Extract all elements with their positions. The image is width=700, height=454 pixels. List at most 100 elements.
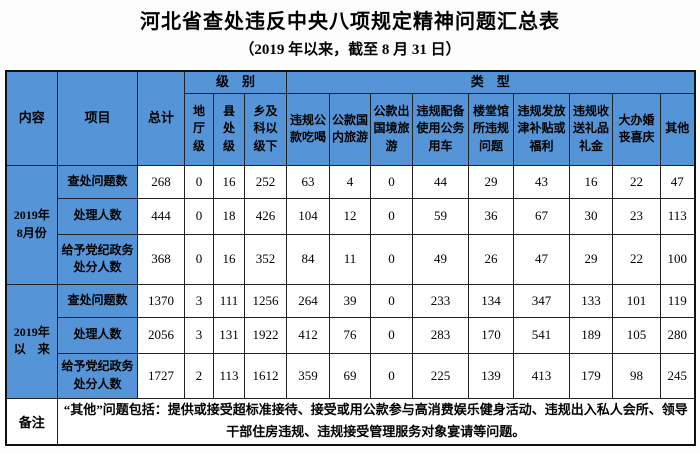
table-cell: 67	[513, 197, 570, 235]
header-level-col: 地 厅 级	[184, 92, 214, 166]
table-cell: 111	[213, 283, 245, 318]
header-type-col: 楼堂馆 所违规 问题	[468, 92, 514, 166]
table-cell: 113	[660, 197, 695, 235]
table-cell: 412	[286, 316, 330, 354]
header-type-col: 违规发放 津补贴或 福利	[513, 92, 570, 166]
table-cell: 139	[468, 352, 514, 399]
table-cell: 26	[468, 233, 514, 285]
table-cell: 131	[213, 316, 245, 354]
table-cell: 18	[213, 197, 245, 235]
row-label: 查处问题数	[57, 164, 138, 199]
table-cell: 101	[612, 283, 661, 318]
table-cell: 2056	[137, 316, 185, 354]
table-cell: 0	[184, 164, 214, 199]
header-project: 项目	[57, 70, 138, 166]
table-cell: 225	[412, 352, 469, 399]
table-cell: 16	[569, 164, 613, 199]
row-label: 给予党纪政务 处分人数	[57, 352, 138, 399]
table-cell: 100	[660, 233, 695, 285]
row-label: 给予党纪政务 处分人数	[57, 233, 138, 285]
table-cell: 0	[184, 197, 214, 235]
table-cell: 49	[412, 233, 469, 285]
table-cell: 245	[660, 352, 695, 399]
table-cell: 12	[329, 197, 371, 235]
table-cell: 98	[612, 352, 661, 399]
remark-text: “其他”问题包括：提供或接受超标准接待、接受或用公款参与高消费娱乐健身活动、违规…	[57, 397, 695, 446]
table-cell: 39	[329, 283, 371, 318]
table-cell: 84	[286, 233, 330, 285]
table-cell: 1727	[137, 352, 185, 399]
table-cell: 352	[244, 233, 287, 285]
page-subtitle: （2019 年以来，截至 8 月 31 日）	[239, 42, 461, 58]
table-cell: 1370	[137, 283, 185, 318]
table-cell: 44	[412, 164, 469, 199]
table-cell: 0	[370, 283, 413, 318]
table-row: 处理人数 444 0 18 426 104 12 0 59 36 67 30 23 113	[6, 197, 695, 235]
table-cell: 119	[660, 283, 695, 318]
table-row: 2019年 8月份 查处问题数 268 0 16 252 63 4 0 44 29 43 16 22 4…	[5, 164, 695, 285]
table-cell: 1922	[244, 316, 287, 354]
table-cell: 59	[412, 197, 469, 235]
table-cell: 63	[286, 164, 330, 199]
table-cell: 47	[513, 233, 570, 285]
table-cell: 0	[184, 233, 214, 285]
page-title: 河北省查处违反中央八项规定精神问题汇总表	[140, 11, 560, 33]
table-cell: 0	[370, 197, 413, 235]
header-type-col: 其他	[660, 92, 695, 166]
table-cell: 22	[612, 164, 661, 199]
table-cell: 11	[329, 233, 371, 285]
table-cell: 29	[569, 233, 613, 285]
header-type-col: 公款国 内旅游	[329, 92, 371, 166]
table-cell: 16	[213, 233, 245, 285]
period-label: 2019年 以 来	[5, 283, 58, 399]
remark-row: 备注 “其他”问题包括：提供或接受超标准接待、接受或用公款参与高消费娱乐健身活动…	[5, 397, 695, 446]
table-cell: 0	[370, 164, 413, 199]
table-cell: 413	[513, 352, 570, 399]
table-row: 给予党纪政务 处分人数 1727 2 113 1612 359 69 0 225 139 413 1…	[6, 352, 695, 399]
summary-table: 内容 项目 总计 级 别 类 型 地 厅 级 县 处 级 乡及 科以 级下 违规…	[4, 70, 696, 446]
table-row: 给予党纪政务 处分人数 368 0 16 352 84 11 0 49 26 47 29 22 100	[6, 233, 695, 285]
table-cell: 4	[329, 164, 371, 199]
header-level-group: 级 别	[184, 70, 287, 94]
table-cell: 0	[370, 352, 413, 399]
table-row: 2019年 以 来 查处问题数 1370 3 111 1256 264 39 0 233 134…	[5, 283, 695, 399]
table-cell: 104	[286, 197, 330, 235]
table-cell: 426	[244, 197, 287, 235]
row-label: 处理人数	[57, 316, 138, 354]
header-row-columns: 地 厅 级 县 处 级 乡及 科以 级下 违规公 款吃喝 公款国 内旅游 公款出…	[6, 92, 695, 166]
table-cell: 69	[329, 352, 371, 399]
header-total: 总计	[137, 70, 185, 166]
row-label: 查处问题数	[57, 283, 138, 318]
header-row-groups: 内容 项目 总计 级 别 类 型	[5, 70, 695, 166]
table-cell: 133	[569, 283, 613, 318]
header-type-col: 违规配备 使用公务 用车	[412, 92, 469, 166]
table-cell: 280	[660, 316, 695, 354]
table-cell: 268	[137, 164, 185, 199]
header-type-col: 违规收 送礼品 礼金	[569, 92, 613, 166]
row-label: 处理人数	[57, 197, 138, 235]
table-cell: 16	[213, 164, 245, 199]
table-cell: 2	[184, 352, 214, 399]
table-cell: 541	[513, 316, 570, 354]
table-cell: 1256	[244, 283, 287, 318]
remark-label: 备注	[5, 397, 58, 446]
table-cell: 0	[370, 316, 413, 354]
table-cell: 347	[513, 283, 570, 318]
table-cell: 189	[569, 316, 613, 354]
table-cell: 0	[370, 233, 413, 285]
table-cell: 76	[329, 316, 371, 354]
header-content: 内容	[5, 70, 58, 166]
table-cell: 134	[468, 283, 514, 318]
table-cell: 105	[612, 316, 661, 354]
table-cell: 252	[244, 164, 287, 199]
header-level-col: 县 处 级	[213, 92, 245, 166]
header-type-group: 类 型	[286, 70, 695, 94]
table-cell: 113	[213, 352, 245, 399]
table-cell: 283	[412, 316, 469, 354]
header-type-col: 大办婚 丧喜庆	[612, 92, 661, 166]
table-cell: 368	[137, 233, 185, 285]
table-cell: 170	[468, 316, 514, 354]
table-row: 处理人数 2056 3 131 1922 412 76 0 283 170 541 189 105 28…	[6, 316, 695, 354]
header-type-col: 公款出 国境旅 游	[370, 92, 413, 166]
